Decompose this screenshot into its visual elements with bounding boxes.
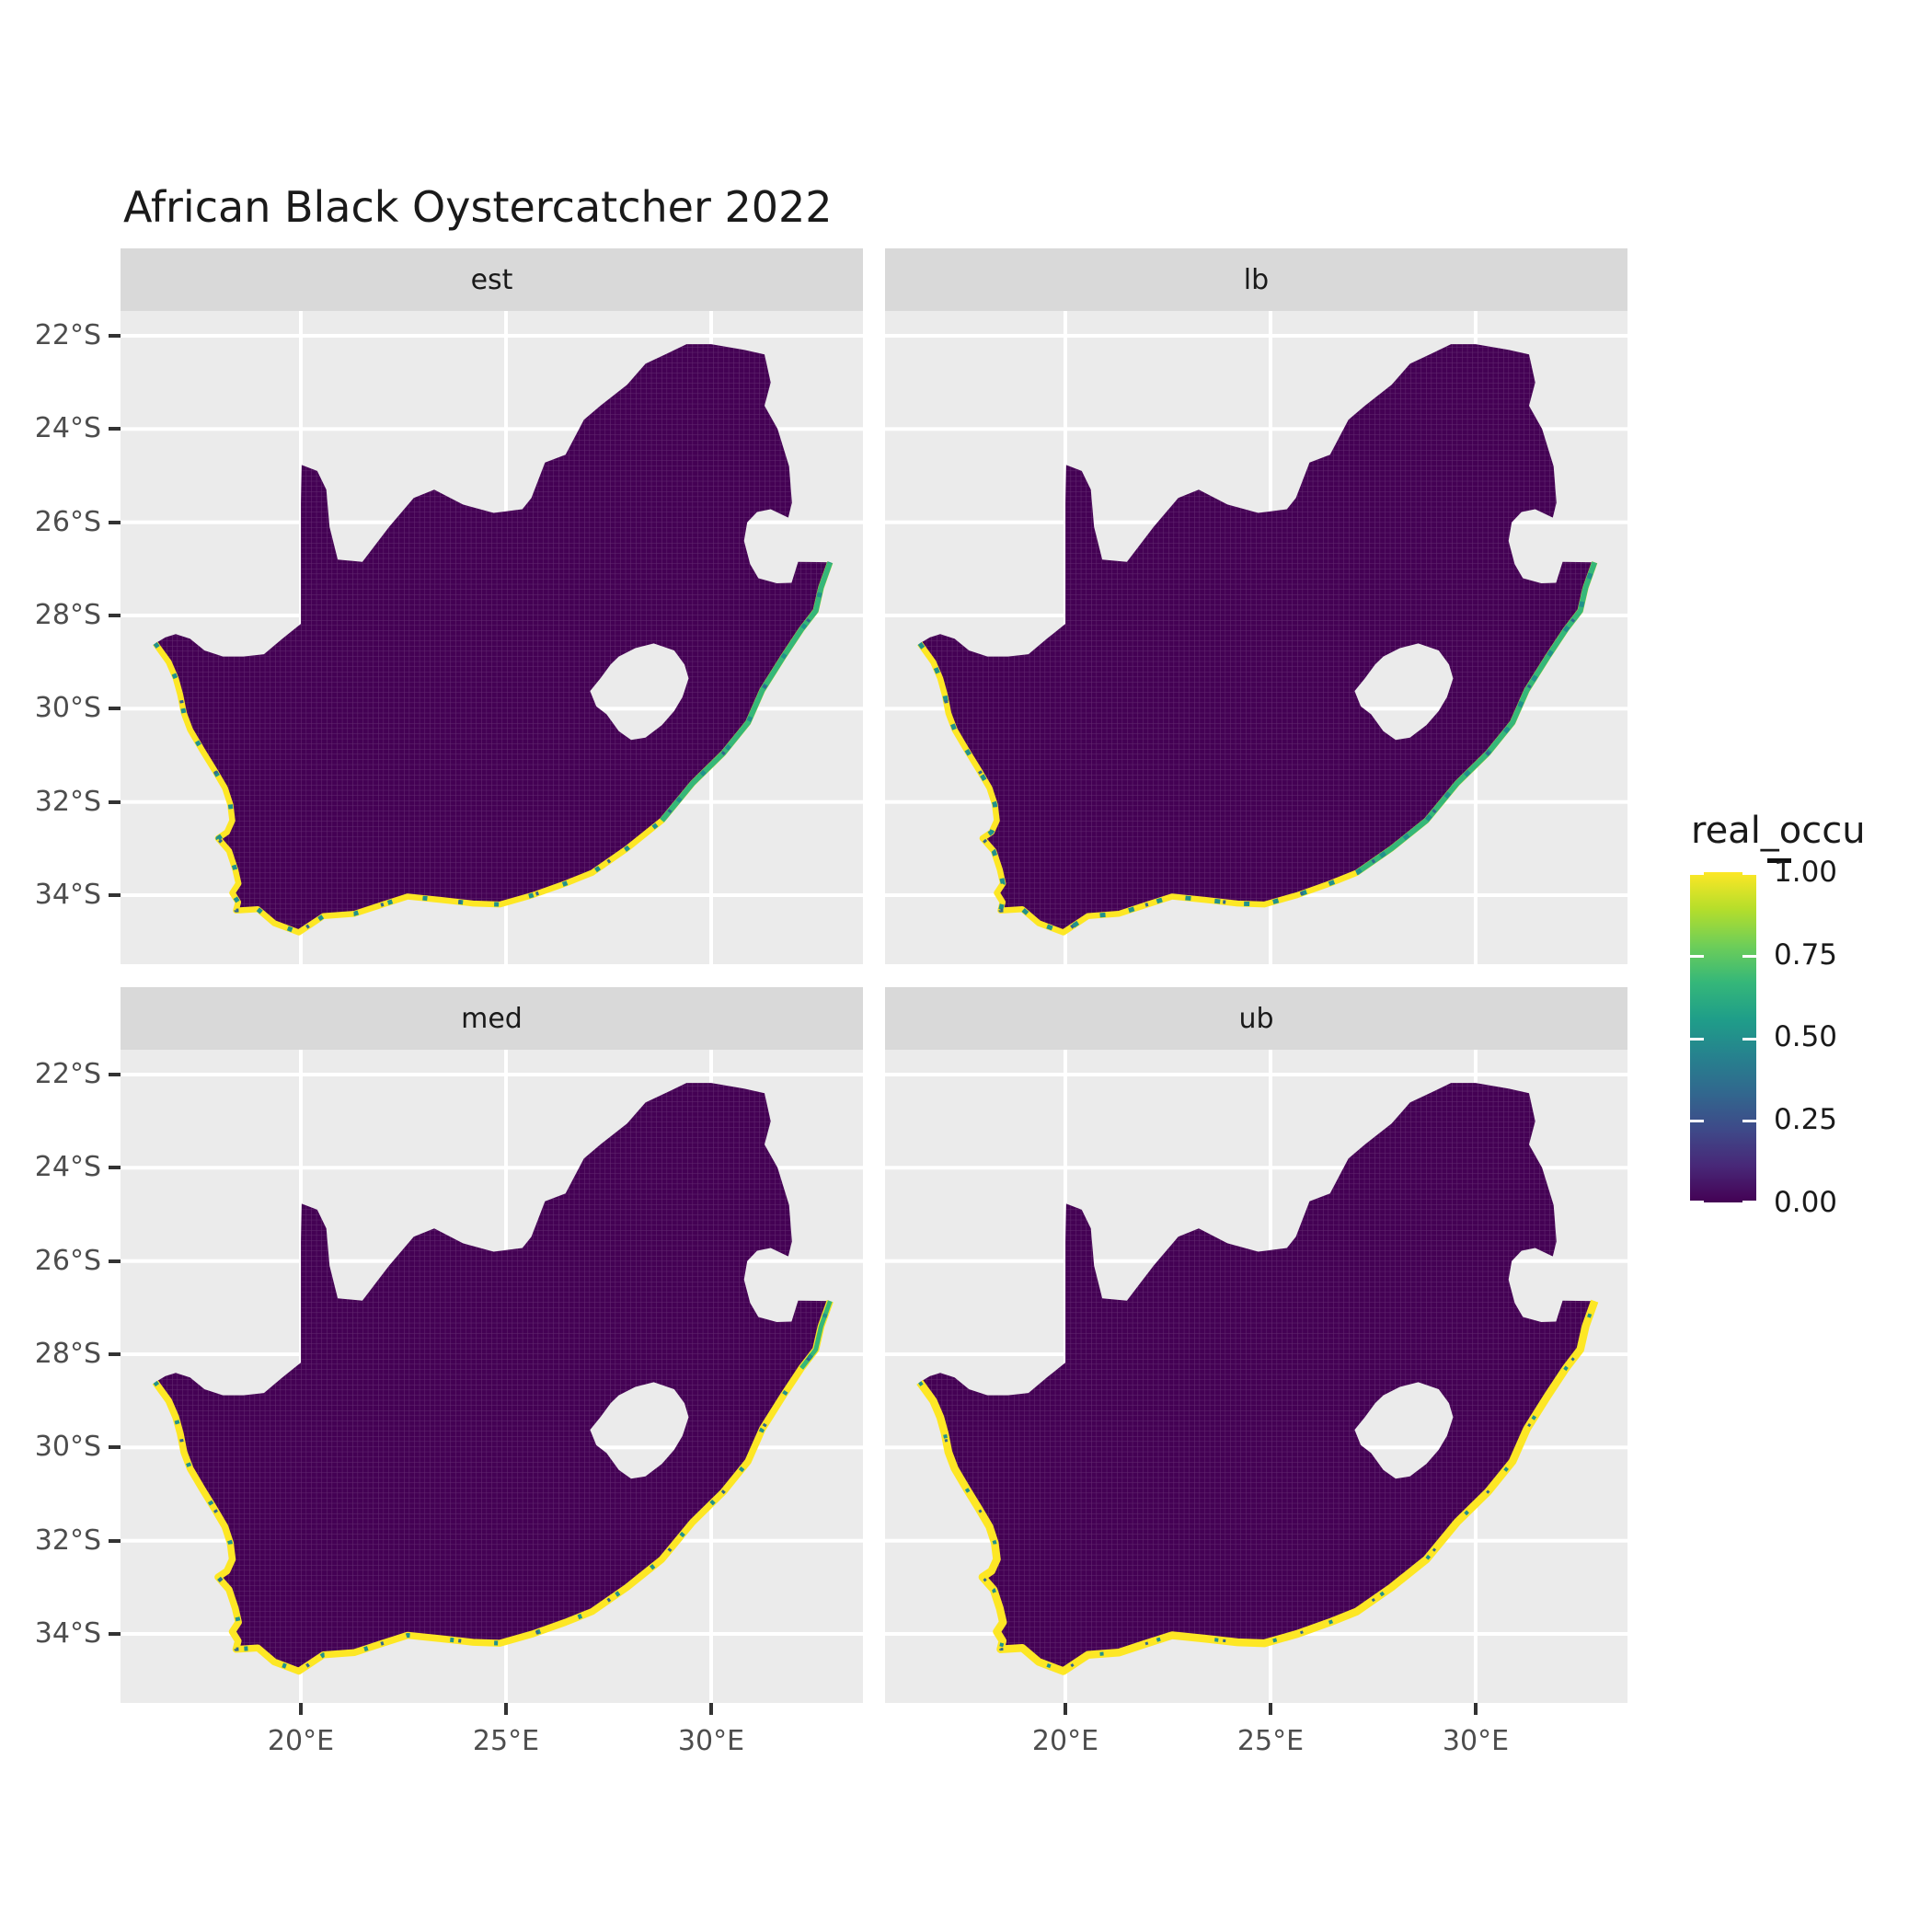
- y-axis-tick: [109, 1166, 121, 1169]
- map-svg-est: [121, 311, 863, 964]
- facet-panel-lb: [885, 311, 1627, 964]
- facet-panel-ub: [885, 1050, 1627, 1703]
- facet-strip-label-med: med: [461, 1002, 523, 1035]
- y-axis-tick: [109, 707, 121, 710]
- y-axis-tick: [109, 1352, 121, 1356]
- x-axis-tick: [299, 1703, 303, 1715]
- y-tick-label: 24°S: [34, 1151, 101, 1183]
- y-axis-tick: [109, 334, 121, 338]
- y-tick-label: 24°S: [34, 412, 101, 444]
- x-tick-label: 20°E: [267, 1725, 335, 1757]
- legend-bar-tick: [1742, 1120, 1756, 1123]
- legend-bar-tick: [1742, 872, 1756, 875]
- y-axis-tick: [109, 521, 121, 524]
- y-tick-label: 32°S: [34, 1524, 101, 1557]
- facet-strip-ub: ub: [885, 987, 1627, 1050]
- legend-bar-tick: [1690, 1201, 1704, 1203]
- facet-strip-est: est: [121, 248, 863, 311]
- x-tick-label: 30°E: [1442, 1725, 1510, 1757]
- x-axis-tick: [504, 1703, 508, 1715]
- facet-strip-lb: lb: [885, 248, 1627, 311]
- facet-panel-med: [121, 1050, 863, 1703]
- facet-strip-label-est: est: [470, 263, 513, 296]
- chart-title: African Black Oystercatcher 2022: [123, 182, 833, 232]
- y-axis-tick: [109, 1632, 121, 1636]
- y-axis-tick: [109, 427, 121, 431]
- x-tick-label: 25°E: [472, 1725, 540, 1757]
- y-tick-label: 32°S: [34, 786, 101, 818]
- coast-mid-occupancy: [660, 561, 834, 822]
- x-tick-label: 30°E: [677, 1725, 745, 1757]
- y-tick-label: 22°S: [34, 1058, 101, 1090]
- legend-bar-tick: [1742, 1201, 1756, 1203]
- y-axis-tick: [109, 1259, 121, 1263]
- y-tick-label: 30°S: [34, 1431, 101, 1463]
- y-axis-tick: [109, 614, 121, 617]
- legend-label-0.00: 0.00: [1774, 1186, 1838, 1219]
- y-axis-tick: [109, 800, 121, 804]
- legend-real-occu: real_occu 1.00 0.75 0.50 0.25 0.00: [1682, 810, 1921, 1233]
- map-svg-med: [121, 1050, 863, 1703]
- legend-top-tick: [1767, 858, 1791, 863]
- x-tick-label: 20°E: [1031, 1725, 1099, 1757]
- y-axis-tick: [109, 1445, 121, 1449]
- legend-bar-tick: [1690, 872, 1704, 875]
- y-tick-label: 28°S: [34, 1338, 101, 1370]
- legend-label-0.75: 0.75: [1774, 938, 1838, 972]
- legend-label-0.50: 0.50: [1774, 1020, 1838, 1053]
- y-tick-label: 34°S: [34, 1617, 101, 1650]
- map-svg-ub: [885, 1050, 1627, 1703]
- legend-bar-tick: [1690, 1037, 1704, 1041]
- legend-title: real_occu: [1691, 810, 1866, 852]
- x-axis-tick: [709, 1703, 713, 1715]
- y-axis-tick: [109, 1539, 121, 1543]
- facet-strip-label-lb: lb: [1243, 263, 1270, 296]
- y-tick-label: 30°S: [34, 692, 101, 724]
- facet-strip-label-ub: ub: [1238, 1002, 1274, 1035]
- y-tick-label: 28°S: [34, 599, 101, 631]
- y-tick-label: 26°S: [34, 506, 101, 538]
- y-tick-label: 22°S: [34, 319, 101, 351]
- x-axis-tick: [1474, 1703, 1478, 1715]
- facet-strip-med: med: [121, 987, 863, 1050]
- y-tick-label: 34°S: [34, 879, 101, 911]
- legend-bar-tick: [1690, 1120, 1704, 1123]
- legend-bar-tick: [1690, 954, 1704, 958]
- legend-bar-tick: [1742, 954, 1756, 958]
- map-svg-lb: [885, 311, 1627, 964]
- facet-panel-est: [121, 311, 863, 964]
- legend-bar-tick: [1742, 1037, 1756, 1041]
- x-tick-label: 25°E: [1236, 1725, 1305, 1757]
- y-axis-tick: [109, 893, 121, 897]
- x-axis-tick: [1064, 1703, 1067, 1715]
- legend-label-0.25: 0.25: [1774, 1103, 1838, 1136]
- y-axis-tick: [109, 1073, 121, 1076]
- y-tick-label: 26°S: [34, 1245, 101, 1277]
- x-axis-tick: [1269, 1703, 1272, 1715]
- legend-label-1.00: 1.00: [1774, 856, 1838, 889]
